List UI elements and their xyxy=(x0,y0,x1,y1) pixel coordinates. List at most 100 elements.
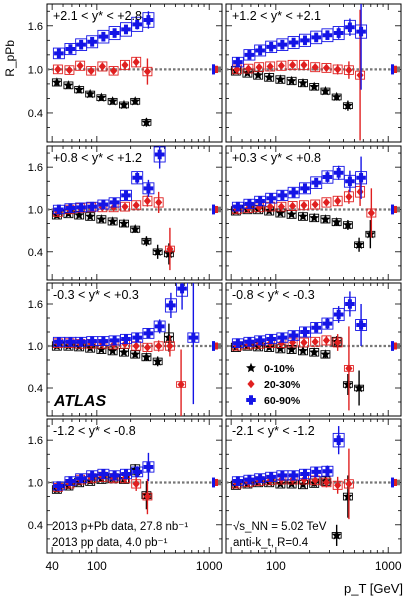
data-point-60-90% xyxy=(121,190,131,201)
data-point-0-10% xyxy=(309,212,320,223)
data-point-60-90% xyxy=(288,330,299,341)
data-point-60-90% xyxy=(266,193,276,203)
data-point-60-90% xyxy=(132,467,142,477)
legend-marker xyxy=(247,379,255,389)
data-point-0-10% xyxy=(365,228,376,239)
panel-frame xyxy=(225,282,402,417)
data-points xyxy=(51,146,175,271)
panel-frame xyxy=(225,145,402,281)
data-point-20-30% xyxy=(132,479,140,489)
data-point-0-10% xyxy=(96,92,107,102)
data-point-20-30% xyxy=(277,61,285,70)
normalization-box xyxy=(212,341,215,351)
data-point-60-90% xyxy=(54,481,64,491)
data-point-60-90% xyxy=(255,45,265,56)
normalization-box xyxy=(394,342,397,350)
data-point-20-30% xyxy=(266,202,274,211)
systematic-box xyxy=(131,200,142,211)
data-point-60-90% xyxy=(154,149,165,160)
data-point-60-90% xyxy=(255,473,265,484)
data-point-60-90% xyxy=(300,327,310,337)
y-tick-label: 1.0 xyxy=(28,204,43,216)
data-point-60-90% xyxy=(54,204,64,215)
data-point-60-90% xyxy=(143,462,154,472)
data-points xyxy=(230,291,368,411)
data-point-20-30% xyxy=(311,200,319,209)
data-point-60-90% xyxy=(166,300,176,311)
normalization-box xyxy=(215,65,218,73)
data-point-20-30% xyxy=(266,62,274,71)
x-tick-label: 1000 xyxy=(196,559,223,573)
data-point-20-30% xyxy=(334,481,342,490)
data-point-60-90% xyxy=(345,299,355,309)
data-point-20-30% xyxy=(367,208,375,218)
data-point-20-30% xyxy=(311,337,319,346)
data-point-20-30% xyxy=(322,198,331,207)
data-point-20-30% xyxy=(166,244,174,254)
panel-8: -2.1 < y* < -1.2 xyxy=(225,418,402,554)
data-point-0-10% xyxy=(253,69,264,80)
data-point-0-10% xyxy=(141,117,152,127)
systematic-box xyxy=(299,337,309,348)
x-axis-label: p_T [GeV] xyxy=(344,581,403,596)
systematic-box xyxy=(243,63,254,74)
data-point-60-90% xyxy=(300,35,310,46)
data-point-60-90% xyxy=(177,283,187,294)
data-point-20-30% xyxy=(143,492,152,501)
data-point-0-10% xyxy=(342,379,353,389)
data-point-20-30% xyxy=(334,65,342,74)
panel-rapidity-label: +2.1 < y* < +2.8 xyxy=(53,9,142,23)
data-point-60-90% xyxy=(65,44,76,54)
panel-7: 0.4 1.0 1.6 -1.2 < y* < -0.8 xyxy=(28,418,223,554)
data-point-60-90% xyxy=(244,50,255,60)
jet-algorithm-label: anti-k_t, R=0.4 xyxy=(233,537,309,549)
data-point-0-10% xyxy=(107,216,118,226)
data-point-0-10% xyxy=(74,209,85,220)
data-point-60-90% xyxy=(333,168,344,178)
data-point-60-90% xyxy=(311,177,321,188)
panel-frame xyxy=(46,3,223,143)
data-point-0-10% xyxy=(130,224,141,234)
data-point-20-30% xyxy=(166,341,174,351)
data-point-60-90% xyxy=(76,39,86,50)
x-tick-label: 100 xyxy=(87,559,107,573)
data-point-0-10% xyxy=(331,216,342,227)
data-point-0-10% xyxy=(96,344,107,354)
systematic-box xyxy=(142,327,155,339)
legend-marker xyxy=(246,395,256,405)
data-point-0-10% xyxy=(275,74,286,84)
data-point-60-90% xyxy=(300,469,310,479)
data-point-0-10% xyxy=(63,208,74,218)
systematic-box xyxy=(52,47,65,60)
data-point-0-10% xyxy=(286,75,297,86)
legend-label: 60-90% xyxy=(264,395,301,407)
systematic-box xyxy=(108,66,119,76)
data-point-0-10% xyxy=(286,344,297,354)
data-point-0-10% xyxy=(163,332,174,342)
data-point-0-10% xyxy=(130,349,141,359)
data-point-60-90% xyxy=(322,30,333,41)
data-point-20-30% xyxy=(132,341,140,351)
normalization-box xyxy=(391,477,394,488)
data-point-0-10% xyxy=(275,343,286,354)
data-point-60-90% xyxy=(345,176,355,187)
data-point-20-30% xyxy=(300,60,308,70)
legend-label: 0-10% xyxy=(264,363,295,375)
data-point-0-10% xyxy=(119,347,129,357)
data-point-0-10% xyxy=(152,246,163,256)
data-point-60-90% xyxy=(143,183,154,194)
panel-frame xyxy=(46,145,223,281)
data-point-60-90% xyxy=(132,19,142,30)
data-point-0-10% xyxy=(107,345,118,356)
data-point-20-30% xyxy=(121,60,129,70)
data-point-0-10% xyxy=(286,209,297,219)
data-point-60-90% xyxy=(233,57,243,67)
systematic-box xyxy=(254,62,265,73)
data-point-60-90% xyxy=(154,321,165,332)
data-point-0-10% xyxy=(298,77,308,88)
data-point-60-90% xyxy=(98,336,109,346)
systematic-box xyxy=(120,59,130,71)
panel-rapidity-label: +0.8 < y* < +1.2 xyxy=(53,151,142,165)
data-point-20-30% xyxy=(277,202,285,211)
data-point-60-90% xyxy=(288,470,299,481)
